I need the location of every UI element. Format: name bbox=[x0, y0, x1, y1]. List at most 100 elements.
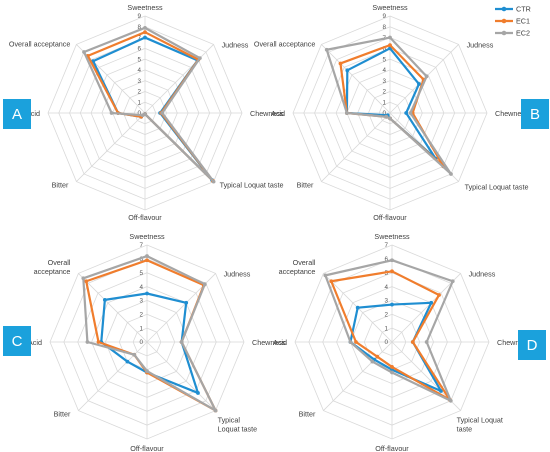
data-point bbox=[132, 352, 137, 357]
axis-label-judness: Judness bbox=[467, 40, 494, 49]
series-ec2 bbox=[323, 258, 455, 403]
data-point bbox=[184, 300, 189, 305]
axis-label-sweetness: Sweetness bbox=[374, 232, 410, 241]
data-point bbox=[439, 389, 443, 393]
data-point bbox=[211, 179, 216, 184]
series-ctr bbox=[344, 46, 438, 161]
data-point bbox=[344, 111, 349, 115]
data-point bbox=[384, 114, 389, 119]
axis-label-typical-loquat-taste: Typical Loquat taste bbox=[218, 416, 258, 434]
panel-label-b: B bbox=[521, 99, 549, 129]
axis-label-bitter: Bitter bbox=[54, 410, 71, 419]
axis-label-off-flavour: Off-flavour bbox=[128, 213, 162, 222]
data-point bbox=[417, 82, 421, 86]
data-point bbox=[338, 61, 343, 66]
axis-spoke bbox=[78, 341, 148, 411]
data-point bbox=[82, 50, 86, 54]
data-point bbox=[145, 369, 149, 373]
tick-label: 7 bbox=[137, 35, 141, 42]
data-point bbox=[390, 370, 394, 375]
data-point bbox=[125, 359, 130, 364]
data-point bbox=[404, 111, 409, 115]
tick-label: 6 bbox=[384, 256, 388, 263]
axis-label-overall-acceptance: Overall acceptance bbox=[254, 39, 316, 48]
tick-label: 1 bbox=[137, 99, 141, 106]
tick-label: 4 bbox=[382, 67, 386, 74]
data-point bbox=[145, 258, 149, 263]
data-point bbox=[437, 293, 441, 297]
radar-panel-b: 0123456789SweetnessJudnessChewnessTypica… bbox=[254, 3, 549, 222]
series-ec2 bbox=[81, 254, 218, 413]
legend-item-ec2: EC2 bbox=[495, 29, 530, 38]
data-point bbox=[424, 340, 429, 344]
data-point bbox=[329, 279, 334, 284]
axis-label-acid: Acid bbox=[28, 338, 42, 347]
tick-label: 5 bbox=[137, 56, 141, 63]
axis-label-chewness: Chewness bbox=[497, 338, 531, 347]
tick-label: 9 bbox=[382, 13, 386, 20]
legend-label: CTR bbox=[516, 5, 531, 14]
data-point bbox=[145, 254, 149, 258]
tick-label: 6 bbox=[382, 46, 386, 53]
axis-label-bitter: Bitter bbox=[297, 181, 314, 190]
tick-label: 5 bbox=[384, 270, 388, 277]
tick-label: 6 bbox=[139, 256, 143, 263]
series-line bbox=[92, 36, 214, 182]
tick-label: 2 bbox=[137, 89, 141, 96]
series-line bbox=[345, 47, 437, 160]
axis-label-overall-acceptance: Overall acceptance bbox=[34, 258, 71, 276]
axis-spoke bbox=[146, 341, 216, 411]
panel-badge bbox=[3, 99, 31, 129]
tick-label: 0 bbox=[137, 110, 141, 117]
series-ec2 bbox=[82, 25, 216, 184]
panel-label-a: A bbox=[3, 99, 31, 129]
tick-label: 2 bbox=[139, 311, 143, 318]
data-point bbox=[85, 340, 90, 344]
axis-spoke bbox=[78, 273, 148, 343]
legend-item-ec1: EC1 bbox=[495, 17, 530, 26]
tick-label: 7 bbox=[139, 242, 143, 249]
data-point bbox=[375, 354, 380, 359]
data-point bbox=[388, 43, 392, 47]
series-ctr bbox=[348, 300, 443, 393]
tick-label: 5 bbox=[139, 270, 143, 277]
data-point bbox=[143, 25, 147, 30]
data-point bbox=[390, 258, 394, 263]
tick-label: 2 bbox=[384, 311, 388, 318]
axis-label-overall-acceptance: Overall acceptance bbox=[9, 39, 71, 48]
axis-label-typical-loquat-taste: Typical Loquat taste bbox=[465, 183, 529, 192]
tick-label: 3 bbox=[384, 298, 388, 305]
tick-label: 6 bbox=[137, 46, 141, 53]
data-point bbox=[202, 282, 207, 287]
data-point bbox=[160, 111, 165, 115]
data-point bbox=[390, 365, 394, 369]
legend-marker bbox=[501, 30, 507, 36]
panel-letter: C bbox=[12, 333, 23, 350]
data-point bbox=[449, 172, 453, 176]
panel-badge bbox=[518, 330, 546, 360]
axis-label-bitter: Bitter bbox=[299, 410, 316, 419]
panel-badge bbox=[3, 326, 31, 356]
data-point bbox=[81, 276, 86, 281]
data-point bbox=[370, 359, 375, 364]
data-point bbox=[140, 113, 145, 118]
tick-label: 2 bbox=[382, 89, 386, 96]
axis-label-off-flavour: Off-flavour bbox=[375, 444, 409, 452]
tick-label: 0 bbox=[139, 339, 143, 346]
data-point bbox=[410, 340, 415, 344]
data-point bbox=[390, 302, 394, 307]
tick-label: 1 bbox=[384, 325, 388, 332]
data-point bbox=[213, 408, 218, 413]
data-point bbox=[388, 116, 392, 121]
panel-letter: A bbox=[12, 106, 22, 123]
axis-label-chewness: Chewness bbox=[250, 109, 284, 118]
axis-label-chewness: Chewness bbox=[252, 338, 286, 347]
panel-letter: D bbox=[527, 337, 538, 354]
axis-label-acid: Acid bbox=[26, 109, 40, 118]
data-point bbox=[84, 279, 89, 284]
data-point bbox=[390, 367, 394, 372]
